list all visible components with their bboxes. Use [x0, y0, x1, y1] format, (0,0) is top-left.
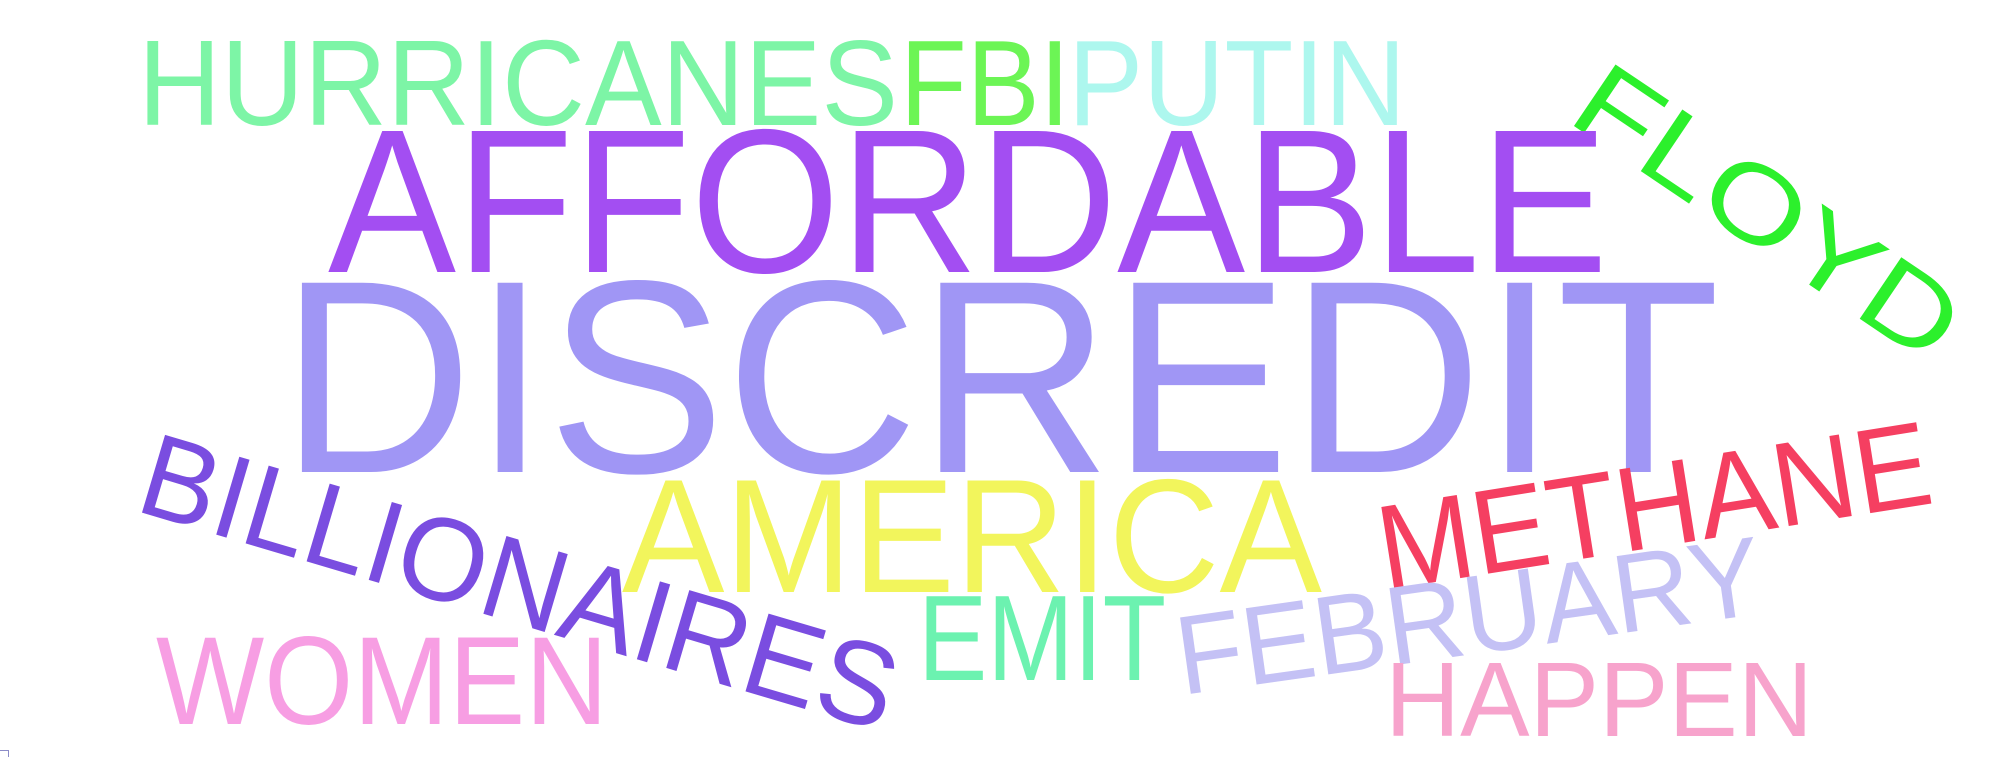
word-happen: HAPPEN — [1385, 641, 1813, 759]
word-hurricanes: HURRICANES — [138, 15, 898, 151]
word-women: WOMEN — [156, 612, 608, 751]
word-america: AMERICA — [622, 446, 1322, 627]
word-affordable: AFFORDABLE — [328, 87, 1608, 316]
word-fbi: FBI — [900, 15, 1070, 151]
word-emit: EMIT — [918, 570, 1166, 706]
word-putin: PUTIN — [1068, 15, 1406, 151]
corner-mark — [0, 750, 9, 757]
word-discredit: DISCREDIT — [280, 224, 1720, 531]
